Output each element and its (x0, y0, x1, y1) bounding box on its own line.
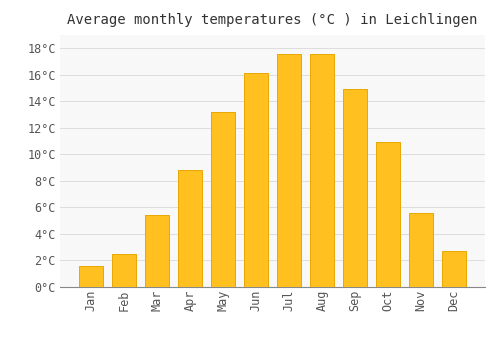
Bar (277, 54, 301, 287)
Bar (409, 213, 432, 287)
Bar (244, 74, 268, 287)
Bar (376, 142, 400, 287)
Bar (146, 215, 169, 287)
Bar (343, 89, 367, 287)
Bar (80, 266, 103, 287)
Bar (442, 251, 466, 287)
Bar (112, 254, 136, 287)
Bar (211, 112, 235, 287)
Bar (178, 170, 202, 287)
Title: Average monthly temperatures (°C ) in Leichlingen: Average monthly temperatures (°C ) in Le… (68, 13, 478, 27)
Bar (310, 54, 334, 287)
